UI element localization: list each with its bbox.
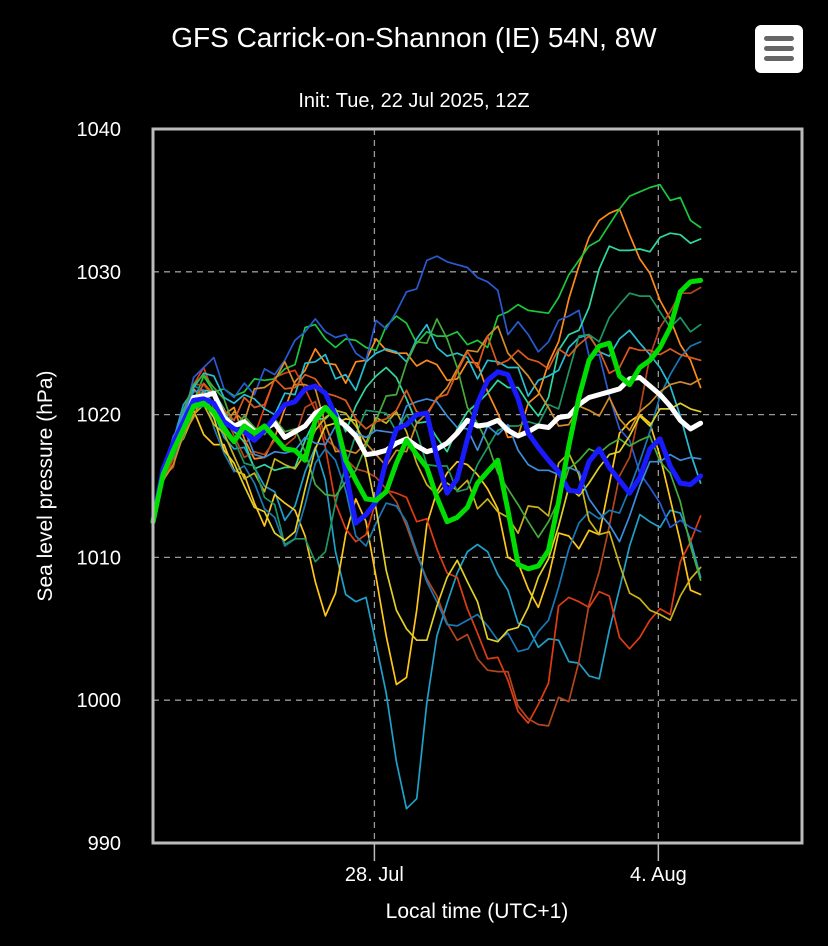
- hamburger-menu-icon: [764, 36, 794, 41]
- ensemble-member-line: [152, 409, 702, 686]
- x-axis-title: Local time (UTC+1): [386, 900, 569, 923]
- x-tick-label: 4. Aug: [630, 864, 687, 886]
- y-tick-label: 1000: [77, 690, 122, 712]
- y-tick-label: 990: [88, 833, 121, 855]
- highlight-line-white: [150, 375, 704, 525]
- ensemble-member-line: [152, 399, 702, 643]
- axes: 990 1000 1010 1020 1030 1040 28. Jul 4. Aug: [77, 119, 687, 886]
- ensemble-member-line: [152, 255, 702, 533]
- highlight-line-blue: [150, 369, 704, 526]
- ensemble-member-line: [152, 208, 702, 514]
- x-tick-label: 28. Jul: [345, 864, 404, 886]
- chart-menu-button[interactable]: [755, 25, 803, 73]
- y-tick-label: 1030: [77, 262, 122, 284]
- y-axis-title: Sea level pressure (hPa): [34, 370, 57, 601]
- hamburger-menu-icon-bar: [764, 46, 794, 51]
- ensemble-member-line: [152, 318, 702, 582]
- chart-title: GFS Carrick-on-Shannon (IE) 54N, 8W: [171, 22, 657, 53]
- ensemble-member-line: [152, 403, 702, 622]
- hamburger-menu-icon-bar: [764, 56, 794, 61]
- series-group: [150, 183, 704, 810]
- chart-subtitle: Init: Tue, 22 Jul 2025, 12Z: [298, 90, 529, 112]
- ensemble-member-line: [152, 340, 702, 653]
- highlight-line-green: [150, 277, 704, 572]
- ensemble-member-line: [152, 323, 702, 517]
- ensemble-member-line: [152, 183, 702, 514]
- plot-frame: [151, 127, 804, 845]
- y-tick-label: 1040: [77, 119, 122, 141]
- y-tick-label: 1020: [77, 405, 122, 427]
- y-tick-label: 1010: [77, 547, 122, 569]
- ensemble-member-line: [152, 389, 702, 810]
